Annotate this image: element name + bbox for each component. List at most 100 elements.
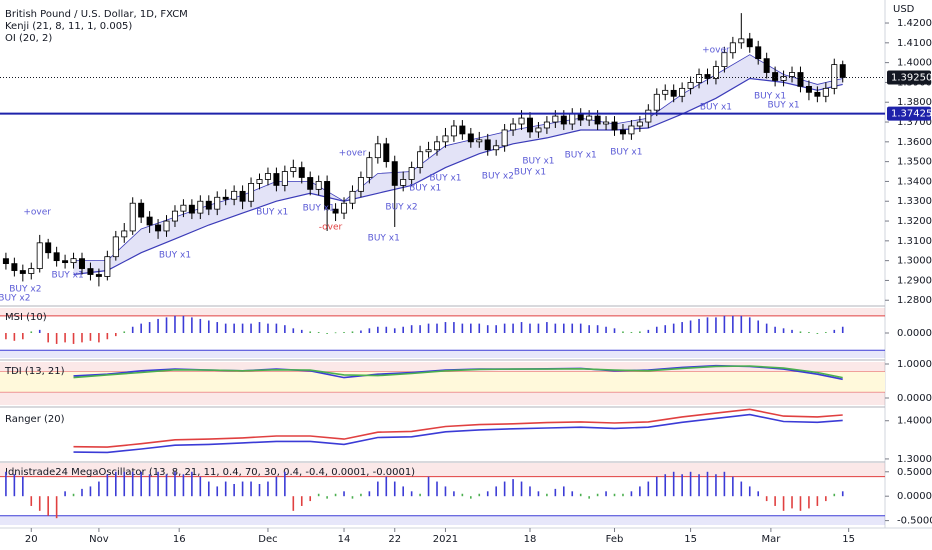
indicator-title: OI (20, 2) xyxy=(5,33,52,44)
candle-body xyxy=(434,141,441,151)
candle-body xyxy=(780,76,787,81)
level-zone xyxy=(0,463,885,477)
osc-bar xyxy=(402,486,404,497)
osc-bar xyxy=(436,323,438,333)
osc-bar xyxy=(841,326,844,333)
candle-body xyxy=(214,196,221,210)
osc-bar xyxy=(334,332,337,334)
osc-bar xyxy=(224,323,227,333)
osc-bar xyxy=(157,318,159,333)
candle-body xyxy=(822,87,829,97)
y-tick-label: 1.28000 xyxy=(897,295,932,306)
candle-body xyxy=(315,181,322,190)
candle-body xyxy=(831,64,838,89)
osc-bar xyxy=(47,496,49,516)
candle-body xyxy=(78,258,85,269)
candle-body xyxy=(772,72,779,81)
osc-bar xyxy=(427,323,430,333)
osc-bar xyxy=(765,496,768,502)
osc-bar xyxy=(816,333,819,334)
osc-bar xyxy=(427,476,430,497)
osc-bar xyxy=(22,476,24,497)
candle-body xyxy=(256,179,263,184)
osc-bar xyxy=(317,332,320,333)
osc-bar xyxy=(655,476,658,497)
y-tick-label: 1.33000 xyxy=(897,196,932,207)
candle-body xyxy=(569,113,576,125)
osc-bar xyxy=(478,493,481,497)
candle-body xyxy=(239,190,246,202)
candle-body xyxy=(188,204,195,214)
osc-bar xyxy=(757,491,760,497)
osc-bar xyxy=(199,476,202,497)
x-tick-label: Dec xyxy=(258,534,277,545)
candle-body xyxy=(53,252,60,262)
candle-body xyxy=(357,177,364,192)
candle-body xyxy=(442,135,449,143)
candle-body xyxy=(205,200,212,210)
pane-title: MSI (10) xyxy=(5,312,47,323)
osc-bar xyxy=(546,322,548,333)
osc-bar xyxy=(706,317,709,333)
candle-body xyxy=(400,179,407,186)
osc-bar xyxy=(647,329,650,333)
osc-bar xyxy=(706,471,709,497)
osc-bar xyxy=(554,488,557,497)
osc-bar xyxy=(360,493,362,497)
signal-label: +over xyxy=(23,208,51,218)
signal-label: BUY x1 xyxy=(368,234,400,244)
osc-bar xyxy=(64,333,66,343)
osc-bar xyxy=(639,486,641,497)
candle-body xyxy=(696,74,703,83)
osc-bar xyxy=(664,325,667,333)
osc-bar xyxy=(588,496,590,499)
y-tick-label: 1.37000 xyxy=(897,117,932,128)
osc-bar xyxy=(825,496,827,502)
osc-bar xyxy=(5,333,7,340)
osc-bar xyxy=(199,318,202,333)
osc-bar xyxy=(233,323,235,333)
candle-body xyxy=(560,115,567,125)
osc-bar xyxy=(38,496,41,511)
candle-body xyxy=(670,89,677,97)
osc-bar xyxy=(571,323,574,333)
osc-bar xyxy=(689,320,692,333)
osc-bar xyxy=(309,331,312,333)
osc-bar xyxy=(748,486,751,497)
candle-body xyxy=(298,167,305,178)
signal-label: BUY x1 xyxy=(700,102,732,112)
candle-body xyxy=(594,115,601,125)
osc-bar xyxy=(605,491,607,497)
signal-label: BUY x1 xyxy=(522,157,554,167)
osc-bar xyxy=(825,332,827,333)
indicator-title: Kenji (21, 8, 11, 1, 0.005) xyxy=(5,21,132,32)
osc-bar xyxy=(698,474,700,497)
candle-body xyxy=(721,52,728,67)
osc-bar xyxy=(30,331,33,333)
pane-title: British Pound / U.S. Dollar, 1D, FXCM xyxy=(5,9,188,20)
candle-body xyxy=(171,210,178,222)
osc-bar xyxy=(622,331,624,333)
candle-body xyxy=(704,74,711,79)
osc-bar xyxy=(64,491,66,497)
candle-body xyxy=(459,125,466,135)
osc-bar xyxy=(174,471,176,497)
candle-body xyxy=(543,121,550,129)
candle-body xyxy=(814,91,821,97)
candle-body xyxy=(374,143,381,159)
osc-bar xyxy=(182,315,185,333)
osc-bar xyxy=(799,331,802,333)
x-tick-label: Nov xyxy=(89,534,109,545)
candle-body xyxy=(11,263,18,271)
osc-bar xyxy=(562,486,565,497)
y-tick-label: 1.29000 xyxy=(897,275,932,286)
osc-bar xyxy=(300,329,303,333)
osc-bar xyxy=(571,491,574,497)
osc-bar xyxy=(596,493,599,497)
osc-bar xyxy=(284,325,286,333)
signal-label: BUY x1 xyxy=(303,203,335,213)
candle-body xyxy=(281,171,288,186)
osc-bar xyxy=(72,493,75,497)
signal-label: BUY x2 xyxy=(0,294,30,304)
